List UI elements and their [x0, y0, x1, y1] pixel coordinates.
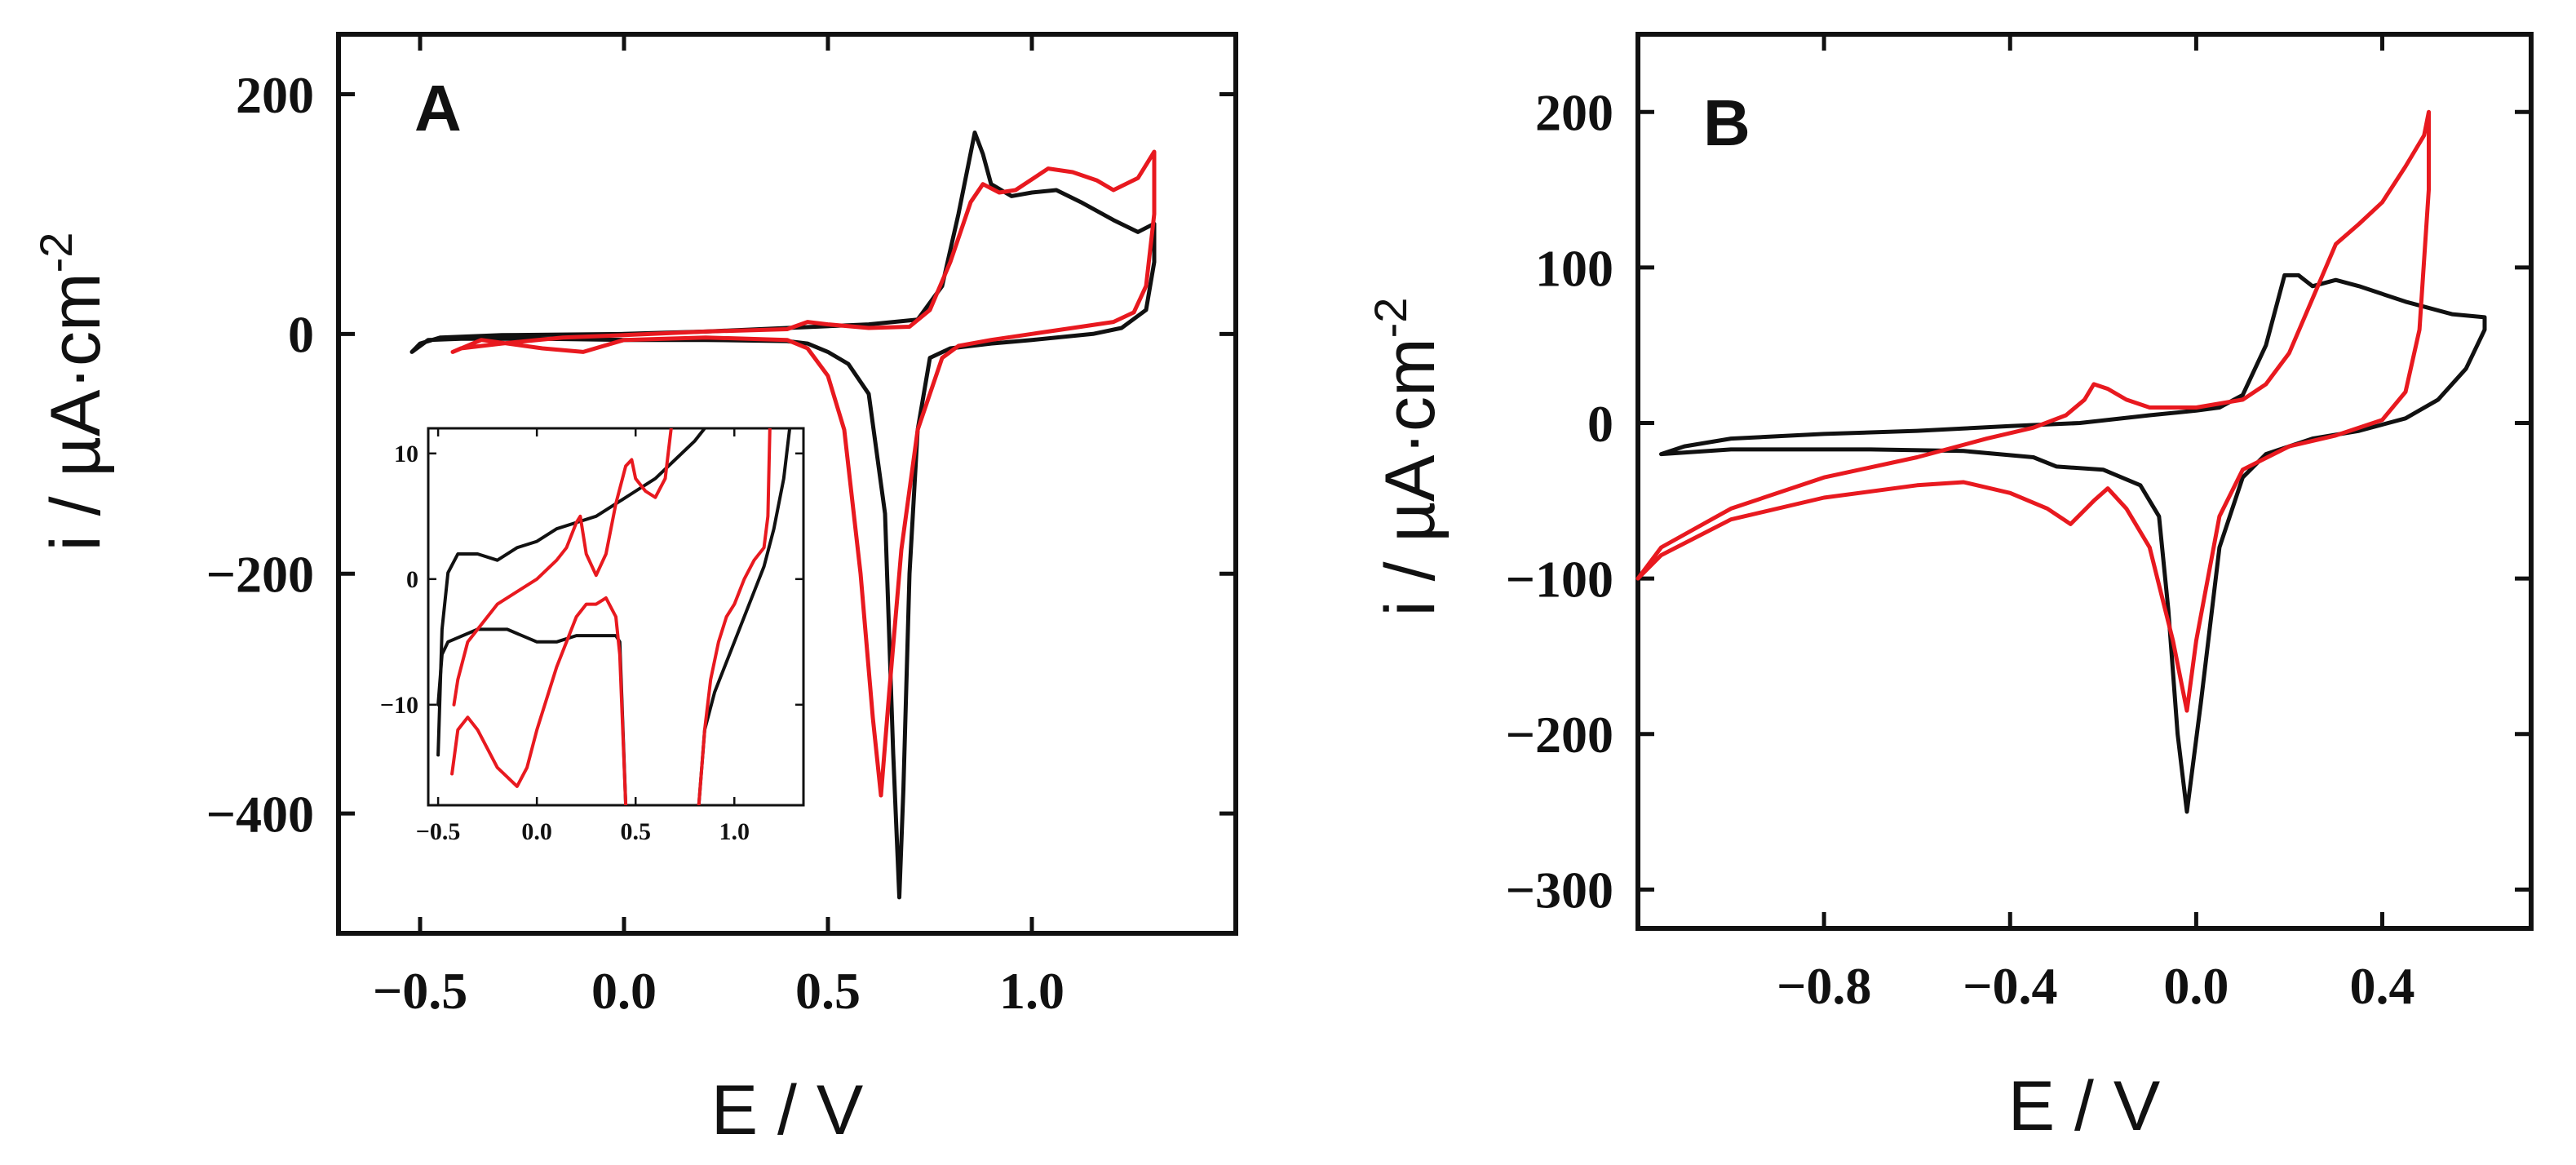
y-tick-label: 100 — [1535, 239, 1613, 297]
y-tick-label: 0 — [288, 306, 314, 364]
panel-b-curves — [1635, 109, 2487, 814]
series-black-line — [1659, 272, 2487, 814]
panel-a-ylabel: i / µA·cm-2 — [30, 233, 115, 551]
panel-b-ylabel-main: i / µA·cm — [1371, 338, 1450, 616]
inset-ticks: −0.5 0.0 0.5 1.0 −10 0 10 — [380, 428, 803, 845]
panel-b-label: B — [1703, 86, 1751, 159]
panel-b-ylabel: i / µA·cm-2 — [1365, 298, 1450, 617]
x-tick-label: 0.5 — [795, 962, 861, 1020]
inset-series-black-line — [436, 428, 706, 757]
inset-curves — [436, 428, 792, 805]
panel-a: A −0.5 0.0 0.5 1.0 −400 −200 0 200 E / V i / µA… — [30, 32, 1238, 1149]
panel-a-inset: −0.5 0.0 0.5 1.0 −10 0 10 — [380, 427, 805, 845]
panel-a-ticks: −0.5 0.0 0.5 1.0 −400 −200 0 200 — [206, 34, 1236, 1020]
y-tick-label: 200 — [1535, 84, 1613, 142]
panel-a-ylabel-main: i / µA·cm — [37, 272, 115, 551]
y-tick-label: −400 — [206, 785, 314, 843]
inset-y-tick-label: 0 — [406, 566, 418, 593]
y-tick-label: 200 — [236, 66, 314, 124]
inset-y-tick-label: 10 — [394, 441, 418, 467]
inset-y-tick-label: −10 — [380, 692, 418, 719]
x-tick-label: 0.4 — [2350, 957, 2415, 1015]
inset-series-red-line — [452, 428, 673, 707]
panel-a-label: A — [414, 72, 462, 144]
series-black-line — [409, 131, 1157, 900]
panel-b-ylabel-superscript: -2 — [1365, 298, 1416, 339]
inset-x-tick-label: −0.5 — [416, 818, 461, 845]
series-red-line — [450, 149, 1157, 798]
inset-series-red-line — [697, 428, 772, 805]
x-tick-label: −0.4 — [1963, 957, 2057, 1015]
panel-a-xlabel: E / V — [711, 1071, 863, 1149]
inset-x-tick-label: 0.5 — [620, 818, 651, 845]
inset-x-tick-label: 0.0 — [521, 818, 552, 845]
x-tick-label: 0.0 — [591, 962, 657, 1020]
x-tick-label: −0.5 — [373, 962, 467, 1020]
y-tick-label: −300 — [1506, 862, 1613, 919]
panel-a-curves — [409, 131, 1157, 900]
y-tick-label: −100 — [1506, 551, 1613, 609]
x-tick-label: 1.0 — [999, 962, 1064, 1020]
panel-b: B −0.8 −0.4 0.0 0.4 −300 −200 −100 0 100 200 E / … — [1365, 32, 2534, 1145]
panel-a-ylabel-superscript: -2 — [30, 233, 82, 273]
x-tick-label: −0.8 — [1777, 957, 1871, 1015]
panel-b-xlabel: E / V — [2008, 1067, 2160, 1145]
y-tick-label: −200 — [206, 546, 314, 604]
series-red-line — [1635, 109, 2431, 713]
y-tick-label: −200 — [1506, 706, 1613, 764]
y-tick-label: 0 — [1587, 395, 1613, 453]
inset-x-tick-label: 1.0 — [719, 818, 750, 845]
inset-series-black-line — [697, 428, 792, 805]
panel-b-ticks: −0.8 −0.4 0.0 0.4 −300 −200 −100 0 100 200 — [1506, 34, 2531, 1015]
inset-series-red-line — [450, 596, 628, 805]
x-tick-label: 0.0 — [2163, 957, 2229, 1015]
panel-a-frame — [336, 32, 1238, 936]
panel-b-frame — [1635, 32, 2534, 931]
